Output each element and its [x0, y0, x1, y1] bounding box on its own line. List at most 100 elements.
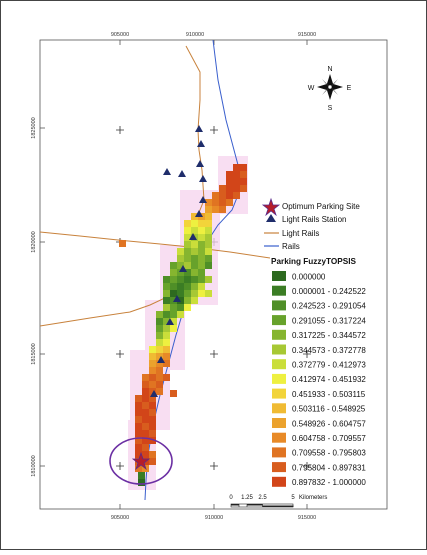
raster-cell: [156, 346, 163, 353]
raster-cell: [233, 192, 240, 199]
raster-cell: [135, 395, 142, 402]
raster-cell: [156, 325, 163, 332]
raster-cell: [170, 283, 177, 290]
raster-cell: [142, 423, 149, 430]
legend-label: Light Rails Station: [282, 215, 346, 224]
raster-cell: [149, 437, 156, 444]
raster-cell: [170, 276, 177, 283]
raster-cell: [226, 185, 233, 192]
raster-cell: [149, 423, 156, 430]
raster-cell: [219, 199, 226, 206]
legend-class-label: 0.503116 - 0.548925: [292, 405, 366, 414]
raster-cell: [149, 374, 156, 381]
raster-cell: [170, 290, 177, 297]
raster-cell: [149, 430, 156, 437]
raster-cell: [212, 199, 219, 206]
suitability-raster: [119, 164, 247, 486]
raster-cell: [191, 255, 198, 262]
raster-cell: [226, 199, 233, 206]
raster-cell: [198, 241, 205, 248]
raster-cell: [184, 255, 191, 262]
raster-cell: [198, 220, 205, 227]
legend-class-label: 0.317225 - 0.344572: [292, 331, 366, 340]
raster-cell: [198, 269, 205, 276]
raster-cell: [177, 283, 184, 290]
station-triangle-icon: [166, 318, 174, 325]
raster-cell: [205, 213, 212, 220]
raster-cell: [233, 178, 240, 185]
raster-cell: [156, 374, 163, 381]
raster-cell: [170, 325, 177, 332]
raster-cell: [149, 346, 156, 353]
raster-cell: [149, 353, 156, 360]
legend-classes: 0.000000 0.000001 - 0.242522 0.242523 - 0.…: [272, 271, 366, 487]
raster-cell: [142, 374, 149, 381]
raster-cell: [163, 374, 170, 381]
raster-cell: [163, 283, 170, 290]
legend-class-label: 0.604758 - 0.709557: [292, 434, 366, 443]
raster-cell: [198, 283, 205, 290]
legend-class-label: 0.412974 - 0.451932: [292, 375, 366, 384]
legend-class-label: 0.000001 - 0.242522: [292, 287, 366, 296]
raster-cell: [163, 297, 170, 304]
station-triangle-icon: [189, 233, 197, 240]
station-triangle-icon: [173, 295, 181, 302]
raster-cell: [219, 192, 226, 199]
raster-cell: [170, 262, 177, 269]
legend-class-label: 0.344573 - 0.372778: [292, 346, 366, 355]
raster-cell: [205, 290, 212, 297]
raster-cell: [226, 171, 233, 178]
raster-cell: [184, 290, 191, 297]
legend-class-label: 0.795804 - 0.897831: [292, 463, 366, 472]
raster-cell: [184, 262, 191, 269]
raster-cell: [138, 472, 145, 479]
raster-cell: [156, 353, 163, 360]
legend-class-swatch: [272, 476, 286, 487]
legend-class-label: 0.897832 - 1.000000: [292, 478, 366, 487]
raster-cell: [205, 262, 212, 269]
legend-class-swatch: [272, 329, 286, 340]
raster-cell: [156, 381, 163, 388]
raster-cell: [156, 339, 163, 346]
raster-cell: [135, 451, 142, 458]
raster-cell: [163, 304, 170, 311]
raster-cell: [184, 234, 191, 241]
raster-cell: [184, 241, 191, 248]
raster-cell: [198, 227, 205, 234]
top-tick-label: 905000: [111, 32, 129, 38]
scale-bar: 0 1.25 2.5 5 Kilometers: [229, 495, 327, 508]
raster-cell: [177, 304, 184, 311]
raster-cell: [135, 402, 142, 409]
station-triangle-icon: [150, 390, 158, 397]
raster-cell: [191, 290, 198, 297]
raster-cell: [149, 451, 156, 458]
raster-cell: [138, 479, 145, 486]
raster-cell: [198, 248, 205, 255]
raster-cell: [191, 241, 198, 248]
raster-cell: [198, 276, 205, 283]
raster-cell: [156, 367, 163, 374]
raster-cell: [170, 311, 177, 318]
raster-cell: [219, 206, 226, 213]
raster-cell: [156, 332, 163, 339]
raster-cell: [149, 416, 156, 423]
raster-cell: [135, 444, 142, 451]
raster-cell: [156, 318, 163, 325]
left-tick-label: 1820000: [31, 231, 37, 252]
raster-cell: [184, 269, 191, 276]
raster-cell: [184, 283, 191, 290]
graticule-ticks: [40, 40, 308, 509]
raster-cell: [205, 248, 212, 255]
raster-cell: [191, 276, 198, 283]
scale-label: 2.5: [258, 495, 267, 501]
legend-class-swatch: [272, 315, 286, 326]
raster-cell: [170, 318, 177, 325]
legend-ramp-title: Parking FuzzyTOPSIS: [271, 257, 356, 266]
optimum-site-star-icon: [131, 451, 151, 471]
raster-cell: [240, 178, 247, 185]
legend-class-label: 0.548926 - 0.604757: [292, 419, 366, 428]
raster-cell: [149, 395, 156, 402]
raster-cell: [149, 367, 156, 374]
left-tick-label: 1810000: [31, 455, 37, 476]
